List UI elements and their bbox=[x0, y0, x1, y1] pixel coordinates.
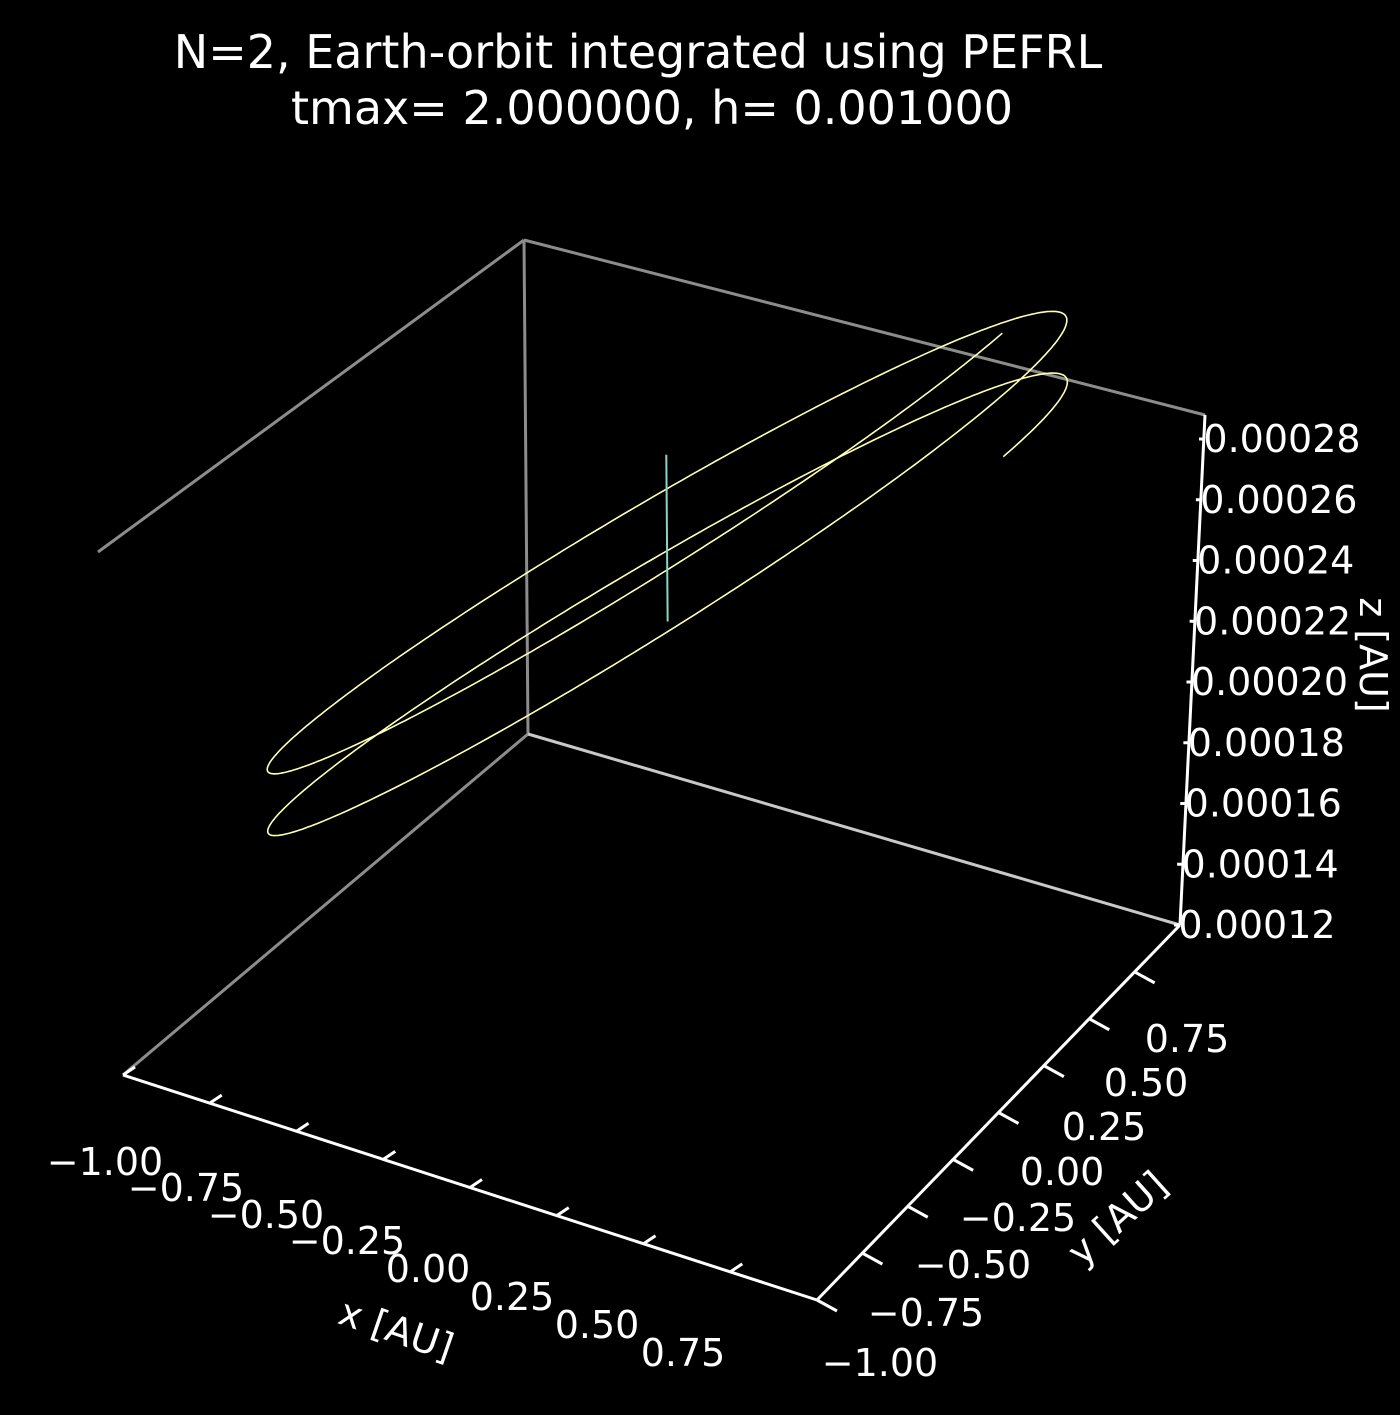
x-tick-label: 0.25 bbox=[470, 1275, 555, 1319]
data-series bbox=[266, 310, 1069, 837]
z-tick-label: 0.00026 bbox=[1200, 478, 1357, 522]
y-tick-mark bbox=[1043, 1064, 1065, 1078]
y-tick-mark bbox=[1088, 1017, 1110, 1032]
z-tick-label: 0.00028 bbox=[1203, 417, 1360, 461]
back-pane-edge-vertical bbox=[522, 239, 530, 735]
y-tick-label: 0.00 bbox=[1020, 1150, 1105, 1194]
y-tick-label: −0.50 bbox=[915, 1243, 1031, 1287]
x-tick-label: −0.75 bbox=[128, 1166, 244, 1210]
z-tick-label: 0.00024 bbox=[1197, 539, 1354, 583]
chart-title-line-1: N=2, Earth-orbit integrated using PEFRL bbox=[174, 25, 1103, 79]
x-tick-mark bbox=[729, 1262, 744, 1274]
y-axis-ticks: −1.00 −0.75−0.50−0.250.000.250.500.75 bbox=[816, 970, 1230, 1385]
x-axis-ticks: −1.00−0.75−0.50−0.250.000.250.500.75 bbox=[47, 1065, 744, 1375]
earth-orbit-line bbox=[266, 310, 1069, 837]
y-tick-mark bbox=[997, 1111, 1020, 1125]
back-pane-edges bbox=[97, 238, 1206, 1077]
sun-track-line bbox=[665, 454, 669, 622]
x-tick-label: 0.50 bbox=[555, 1303, 640, 1347]
z-tick-label: 0.00018 bbox=[1188, 721, 1345, 765]
y-tick-mark bbox=[1133, 970, 1156, 985]
y-tick-label: −1.00 bbox=[822, 1341, 938, 1385]
x-tick-mark bbox=[642, 1234, 657, 1245]
floor-edge-back bbox=[527, 732, 1181, 927]
y-tick-mark bbox=[907, 1204, 929, 1219]
z-axis-ticks: 0.00012 0.00014 0.00016 0.00018 0.00020 0.000… bbox=[1174, 417, 1361, 947]
y-tick-mark bbox=[816, 1298, 838, 1313]
y-tick-mark bbox=[861, 1251, 884, 1266]
y-tick-label: 0.50 bbox=[1104, 1061, 1189, 1105]
y-tick-label: 0.75 bbox=[1145, 1017, 1230, 1061]
x-tick-label: −0.50 bbox=[208, 1193, 324, 1237]
x-tick-label: 0.75 bbox=[641, 1331, 726, 1375]
z-axis-label: z [AU] bbox=[1351, 597, 1395, 712]
x-tick-mark bbox=[382, 1150, 397, 1161]
x-tick-mark bbox=[208, 1093, 223, 1105]
y-tick-label: −0.75 bbox=[868, 1291, 984, 1335]
x-tick-label: −1.00 bbox=[47, 1140, 163, 1184]
z-tick-label: 0.00014 bbox=[1182, 842, 1339, 886]
y-tick-label: 0.25 bbox=[1062, 1105, 1147, 1149]
chart-title-line-2: tmax= 2.000000, h= 0.001000 bbox=[291, 81, 1013, 135]
z-tick-label: 0.00012 bbox=[1178, 903, 1335, 947]
x-tick-mark bbox=[295, 1122, 310, 1133]
z-tick-label: 0.00022 bbox=[1194, 599, 1351, 643]
z-tick-label: 0.00016 bbox=[1185, 782, 1342, 826]
back-pane-edge-top-left bbox=[97, 238, 525, 554]
x-tick-label: 0.00 bbox=[386, 1247, 471, 1291]
x-tick-mark bbox=[469, 1178, 483, 1189]
x-tick-mark bbox=[122, 1065, 136, 1077]
back-pane-edge-left bbox=[122, 732, 529, 1077]
z-tick-label: 0.00020 bbox=[1191, 660, 1348, 704]
y-tick-label: −0.25 bbox=[960, 1196, 1076, 1240]
x-tick-mark bbox=[555, 1206, 570, 1217]
x-tick-label: −0.25 bbox=[289, 1219, 405, 1263]
y-tick-mark bbox=[952, 1158, 974, 1172]
back-pane-edge-top-right bbox=[523, 238, 1206, 417]
